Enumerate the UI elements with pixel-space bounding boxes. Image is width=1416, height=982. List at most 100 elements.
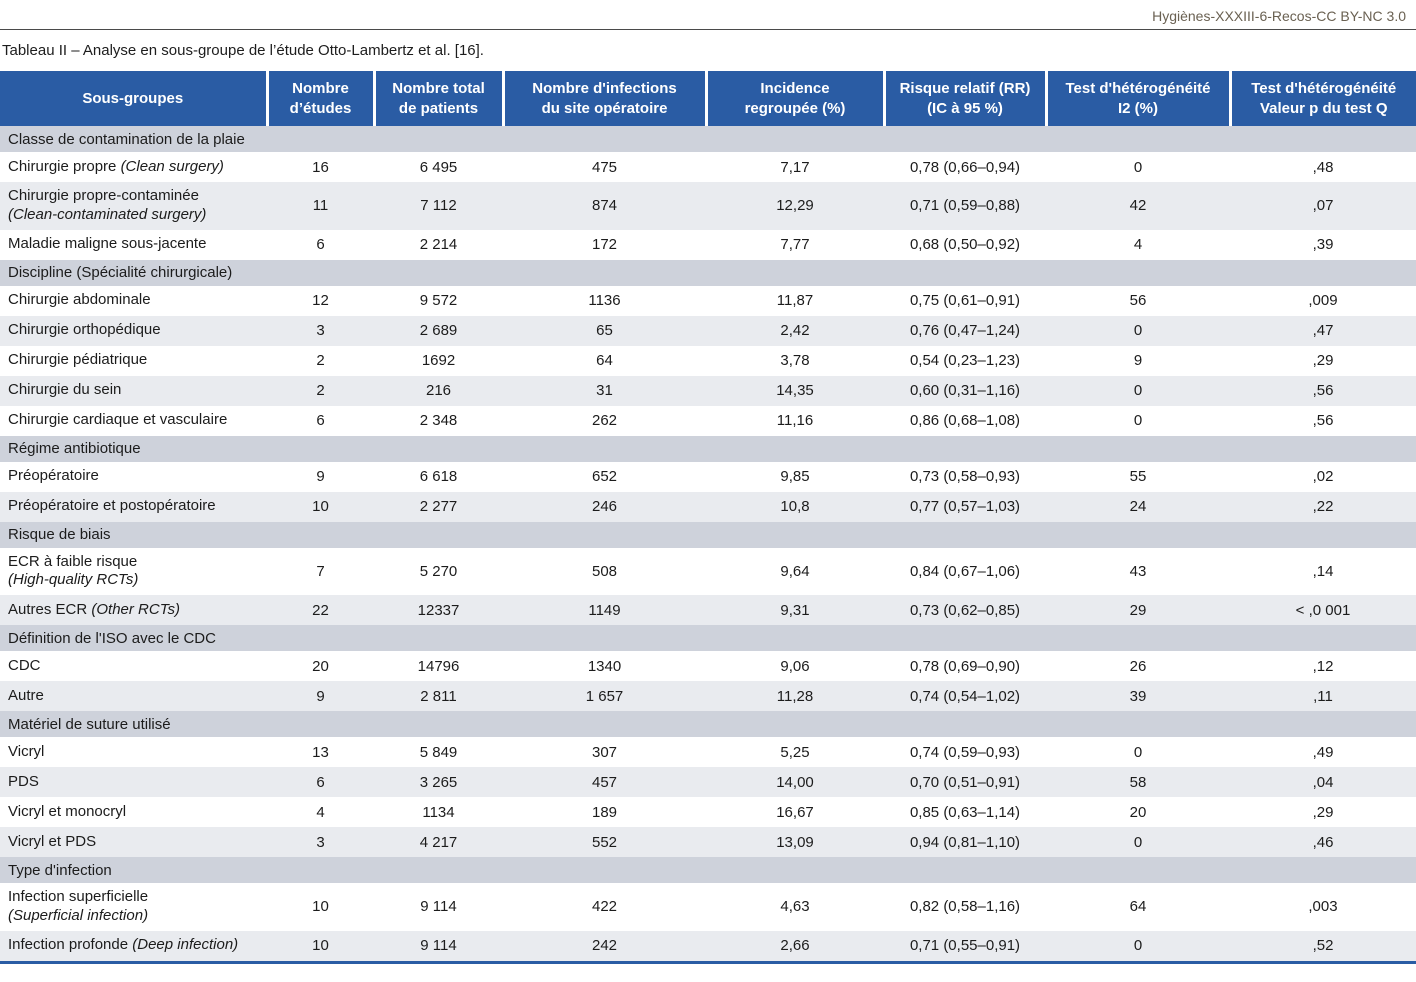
value-cell: 0 [1133, 937, 1143, 954]
table-row: Vicryl 13 5 849 307 5,25 0,74 (0,59–0,93) 0 ,49 [0, 737, 1416, 767]
value-cell: 9,31 [780, 601, 810, 619]
section-row: Définition de l'ISO avec le CDC [0, 625, 1416, 651]
value-cell: 3,78 [780, 352, 810, 369]
table-row: Autre 9 2 811 1 657 11,28 0,74 (0,54–1,02) 39,… [0, 681, 1416, 711]
value-cell: 0,70 (0,51–0,91) [909, 773, 1021, 791]
value-cell: 0,71 (0,59–0,88) [909, 197, 1021, 215]
subgroup-cell: Chirurgie du sein [8, 381, 122, 399]
value-cell: 9 [1133, 352, 1143, 369]
value-cell: 5,25 [780, 743, 810, 761]
section-row: Régime antibiotique [0, 435, 1416, 462]
value-cell: ,46 [1312, 833, 1334, 851]
col-header-heterogeneite-i2: Test d'hétérogénéité I2 (%) [1046, 71, 1232, 126]
value-cell: 0 [1133, 382, 1143, 399]
value-cell: < ,0 001 [1295, 601, 1351, 619]
value-cell: 2 811 [420, 687, 457, 705]
value-cell: 13 [312, 743, 329, 761]
table-header: Sous-groupes Nombre d’études Nombre tota… [0, 71, 1416, 126]
value-cell: 39 [1129, 687, 1147, 705]
value-cell: 55 [1129, 468, 1147, 485]
subgroup-cell: Préopératoire et postopératoire [8, 497, 216, 515]
col-header-nombre-infections: Nombre d'infections du site opératoire [503, 71, 708, 126]
value-cell: ,009 [1308, 292, 1338, 309]
subgroup-cell: Chirurgie propre-contaminée (Clean-contam… [8, 187, 207, 223]
value-cell: 0 [1133, 833, 1143, 851]
subgroup-cell: Autres ECR (Other RCTs) [8, 600, 180, 618]
value-cell: 2,42 [780, 322, 810, 339]
value-cell: 9 [316, 687, 325, 705]
value-cell: 262 [591, 412, 618, 429]
value-cell: 7 [316, 562, 325, 580]
table-row: Maladie maligne sous-jacente 6 2 214 172 7,7… [0, 229, 1416, 260]
value-cell: 307 [591, 743, 618, 761]
value-cell: 6 495 [419, 158, 458, 176]
value-cell: 7 112 [420, 197, 457, 215]
journal-reference: Hygiènes-XXXIII-6-Recos-CC BY-NC 3.0 [1152, 8, 1406, 24]
value-cell: 216 [425, 382, 452, 399]
section-label: Type d'infection [0, 857, 1416, 883]
subgroup-cell: ECR à faible risque (High-quality RCTs) [8, 552, 139, 589]
value-cell: 2 689 [419, 322, 458, 339]
value-cell: 172 [591, 236, 618, 253]
value-cell: 16,67 [776, 803, 814, 821]
value-cell: 2 214 [419, 236, 458, 253]
value-cell: 9,06 [780, 657, 810, 675]
value-cell: ,07 [1312, 197, 1334, 215]
value-cell: 24 [1129, 498, 1147, 515]
value-cell: 0,94 (0,81–1,10) [909, 833, 1021, 851]
value-cell: 0,76 (0,47–1,24) [909, 322, 1021, 339]
value-cell: 4 [316, 803, 325, 821]
subgroup-cell: Chirurgie orthopédique [8, 321, 161, 339]
value-cell: 10 [312, 498, 329, 515]
value-cell: 0,74 (0,59–0,93) [909, 743, 1021, 761]
value-cell: 0 [1133, 412, 1143, 429]
value-cell: 42 [1129, 197, 1147, 215]
table-row: Chirurgie orthopédique 3 2 689 65 2,42 0,76 (… [0, 315, 1416, 346]
col-header-risque-relatif: Risque relatif (RR) (IC à 95 %) [884, 71, 1048, 126]
subgroup-cell: Vicryl et PDS [8, 832, 97, 850]
value-cell: 58 [1129, 773, 1147, 791]
table-row: Chirurgie propre (Clean surgery) 16 6 495 4… [0, 152, 1416, 182]
value-cell: 0,73 (0,58–0,93) [909, 468, 1021, 485]
col-header-nombre-etudes: Nombre d’études [267, 71, 376, 126]
value-cell: ,49 [1312, 743, 1334, 761]
subgroup-analysis-table: Sous-groupes Nombre d’études Nombre tota… [0, 71, 1416, 964]
table-row: Chirurgie propre-contaminée (Clean-contam… [0, 182, 1416, 230]
value-cell: 0,68 (0,50–0,92) [909, 236, 1021, 253]
value-cell: 0,78 (0,66–0,94) [909, 158, 1021, 176]
value-cell: 12 [312, 292, 329, 309]
col-header-nombre-patients: Nombre total de patients [374, 71, 505, 126]
subgroup-cell: Chirurgie cardiaque et vasculaire [8, 411, 228, 429]
value-cell: ,003 [1308, 898, 1338, 916]
value-cell: 2 [316, 352, 325, 369]
value-cell: ,29 [1312, 352, 1334, 369]
subgroup-cell: Chirurgie pédiatrique [8, 351, 148, 369]
value-cell: 0,78 (0,69–0,90) [909, 657, 1021, 675]
section-row: Risque de biais [0, 521, 1416, 548]
value-cell: 652 [591, 468, 618, 485]
value-cell: 0,86 (0,68–1,08) [909, 412, 1021, 429]
value-cell: 22 [312, 601, 329, 619]
subgroup-cell: Chirurgie abdominale [8, 291, 151, 309]
value-cell: 9 114 [420, 898, 457, 916]
value-cell: ,11 [1313, 687, 1333, 705]
table-row: ECR à faible risque (High-quality RCTs) 7 5… [0, 547, 1416, 595]
value-cell: ,04 [1312, 773, 1334, 791]
value-cell: 4,63 [780, 898, 810, 916]
value-cell: ,48 [1312, 158, 1334, 176]
table-row: CDC 20 14796 1340 9,06 0,78 (0,69–0,90) 26 ,12 [0, 651, 1416, 681]
value-cell: 29 [1129, 601, 1147, 619]
value-cell: 11,87 [776, 292, 814, 309]
section-row: Classe de contamination de la plaie [0, 126, 1416, 152]
table-row: Vicryl et monocryl 4 1134 189 16,67 0,85 (0,6… [0, 797, 1416, 827]
section-label: Classe de contamination de la plaie [0, 126, 1416, 152]
value-cell: 31 [596, 382, 613, 399]
value-cell: ,39 [1312, 236, 1334, 253]
value-cell: 3 265 [419, 773, 458, 791]
section-row: Matériel de suture utilisé [0, 711, 1416, 737]
value-cell: 10 [312, 898, 329, 916]
value-cell: 4 [1133, 236, 1143, 253]
col-header-sous-groupes: Sous-groupes [0, 71, 269, 126]
table-row: Chirurgie cardiaque et vasculaire 6 2 348 2… [0, 405, 1416, 436]
table-row: Chirurgie pédiatrique 2 1692 64 3,78 0,54 (0,… [0, 345, 1416, 376]
